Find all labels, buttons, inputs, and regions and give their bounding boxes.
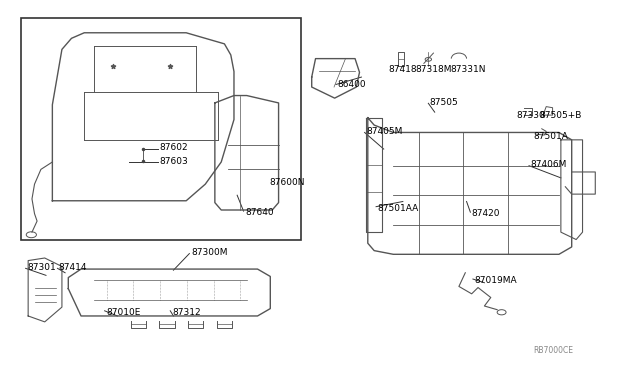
- Text: 87010E: 87010E: [106, 308, 141, 317]
- Text: 87603: 87603: [159, 157, 188, 166]
- Text: RB7000CE: RB7000CE: [534, 346, 573, 355]
- Text: 86400: 86400: [338, 80, 367, 89]
- Text: 87318M: 87318M: [415, 65, 452, 74]
- Text: 87019MA: 87019MA: [474, 276, 517, 285]
- Text: 87501A: 87501A: [534, 132, 568, 141]
- Text: 87640: 87640: [246, 208, 274, 217]
- Text: 87418: 87418: [389, 65, 417, 74]
- Text: 87501AA: 87501AA: [378, 203, 419, 213]
- Text: 87420: 87420: [472, 209, 500, 218]
- Text: 87505: 87505: [429, 98, 458, 107]
- Text: 87414: 87414: [59, 263, 87, 272]
- Text: 87505+B: 87505+B: [540, 111, 582, 121]
- Text: 87330: 87330: [516, 111, 545, 121]
- Text: 87406M: 87406M: [531, 160, 566, 169]
- Text: 87300M: 87300M: [191, 248, 228, 257]
- Text: 87600N: 87600N: [269, 178, 305, 187]
- Text: 87405M: 87405M: [366, 127, 403, 136]
- Bar: [20, 18, 301, 240]
- Text: 87301: 87301: [27, 263, 56, 272]
- Text: 87331N: 87331N: [451, 65, 486, 74]
- Text: 87312: 87312: [172, 308, 201, 317]
- Text: 87602: 87602: [159, 144, 188, 153]
